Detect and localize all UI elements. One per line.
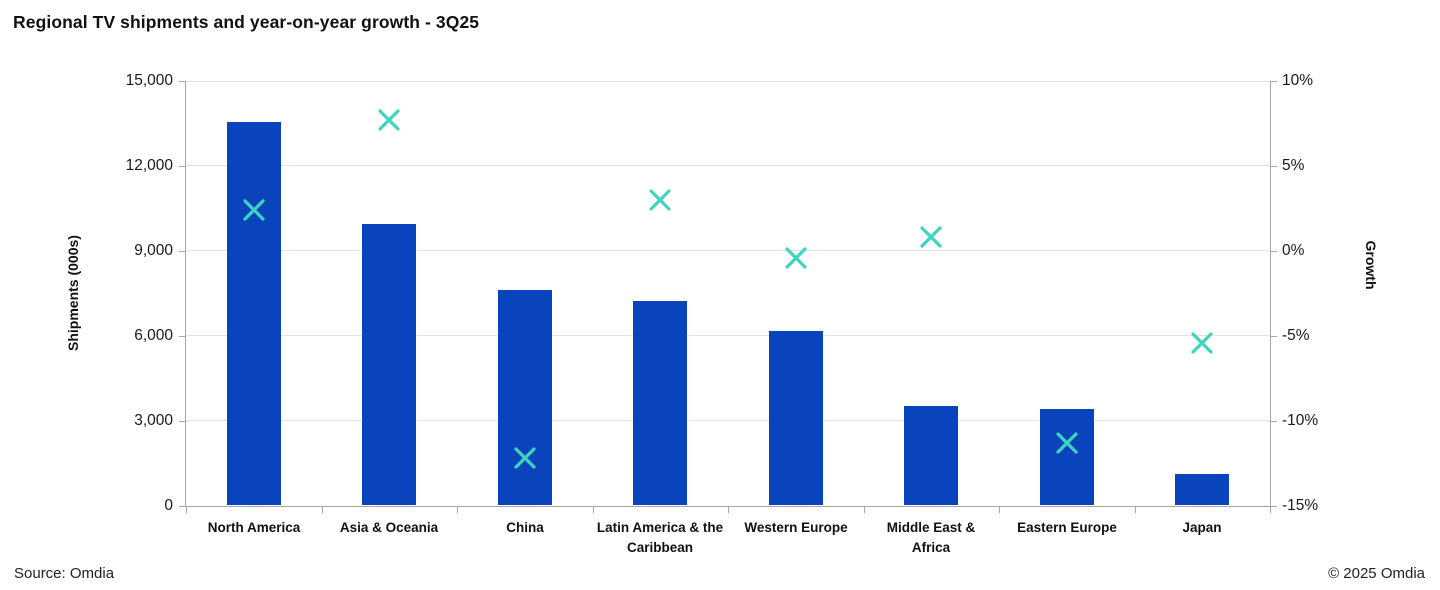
category-label-japan: Japan bbox=[1182, 520, 1222, 535]
gridline bbox=[186, 165, 1270, 166]
category-boundary-tick bbox=[593, 507, 594, 513]
right-axis-tick bbox=[1270, 166, 1277, 167]
right-axis-tick-label: 10% bbox=[1282, 72, 1314, 89]
category-label-western-europe: Western Europe bbox=[744, 520, 848, 535]
right-axis-line bbox=[1270, 81, 1271, 507]
right-axis-tick bbox=[1270, 506, 1277, 507]
gridline bbox=[186, 250, 1270, 251]
left-axis-tick-label: 15,000 bbox=[125, 72, 173, 89]
left-axis-tick bbox=[179, 166, 186, 167]
bar-latin-america-the-caribbean bbox=[633, 301, 687, 505]
chart-title: Regional TV shipments and year-on-year g… bbox=[13, 12, 480, 32]
x-marker-icon bbox=[378, 109, 400, 131]
right-axis-tick-label: -10% bbox=[1282, 412, 1319, 429]
bar-north-america bbox=[227, 122, 281, 505]
growth-marker-latin-america-the-caribbean bbox=[647, 187, 673, 213]
x-marker-icon bbox=[1191, 332, 1213, 354]
left-axis-tick bbox=[179, 421, 186, 422]
category-label-asia-oceania: Asia & Oceania bbox=[339, 520, 439, 535]
right-axis-tick bbox=[1270, 81, 1277, 82]
category-boundary-tick bbox=[186, 507, 187, 513]
growth-marker-china bbox=[512, 445, 538, 471]
x-marker-icon bbox=[920, 226, 942, 248]
growth-marker-middle-east-africa bbox=[918, 224, 944, 250]
x-marker-icon bbox=[785, 247, 807, 269]
x-marker-icon bbox=[243, 199, 265, 221]
growth-marker-asia-oceania bbox=[376, 107, 402, 133]
category-boundary-tick bbox=[864, 507, 865, 513]
bar-western-europe bbox=[769, 331, 823, 505]
category-boundary-tick bbox=[999, 507, 1000, 513]
category-boundary-tick bbox=[322, 507, 323, 513]
bar-japan bbox=[1175, 474, 1229, 505]
category-boundary-tick bbox=[1270, 507, 1271, 513]
growth-marker-north-america bbox=[241, 197, 267, 223]
left-axis-tick-label: 0 bbox=[164, 497, 173, 514]
right-axis-tick bbox=[1270, 421, 1277, 422]
left-axis-tick bbox=[179, 336, 186, 337]
growth-marker-japan bbox=[1189, 330, 1215, 356]
category-boundary-tick bbox=[1135, 507, 1136, 513]
source-note: Source: Omdia bbox=[14, 565, 115, 582]
right-axis-tick-label: 0% bbox=[1282, 242, 1305, 259]
x-marker-icon bbox=[649, 189, 671, 211]
right-axis-tick-label: -5% bbox=[1282, 327, 1310, 344]
bar-asia-oceania bbox=[362, 224, 416, 505]
category-label-china: China bbox=[506, 520, 544, 535]
left-axis-title: Shipments (000s) bbox=[65, 235, 81, 351]
category-label-eastern-europe: Eastern Europe bbox=[1017, 520, 1117, 535]
right-axis-tick bbox=[1270, 251, 1277, 252]
category-boundary-tick bbox=[728, 507, 729, 513]
category-label-middle-east-africa: Middle East & Africa bbox=[886, 520, 976, 556]
bar-eastern-europe bbox=[1040, 409, 1094, 505]
right-axis-tick-label: -15% bbox=[1282, 497, 1319, 514]
right-axis-tick-label: 5% bbox=[1282, 157, 1305, 174]
x-marker-icon bbox=[514, 447, 536, 469]
left-axis-tick-label: 6,000 bbox=[134, 327, 173, 344]
right-axis-tick bbox=[1270, 336, 1277, 337]
gridline bbox=[186, 81, 1270, 82]
left-axis-tick-label: 9,000 bbox=[134, 242, 173, 259]
left-axis-tick bbox=[179, 251, 186, 252]
copyright-note: © 2025 Omdia bbox=[1328, 565, 1425, 582]
bar-middle-east-africa bbox=[904, 406, 958, 505]
left-axis-tick-label: 3,000 bbox=[134, 412, 173, 429]
category-label-latin-america-the-caribbean: Latin America & the Caribbean bbox=[596, 520, 724, 556]
category-boundary-tick bbox=[457, 507, 458, 513]
bar-china bbox=[498, 290, 552, 505]
left-axis-tick bbox=[179, 81, 186, 82]
left-axis-line bbox=[185, 81, 186, 507]
growth-marker-western-europe bbox=[783, 245, 809, 271]
gridline bbox=[186, 335, 1270, 336]
left-axis-tick bbox=[179, 506, 186, 507]
gridline bbox=[186, 420, 1270, 421]
right-axis-title: Growth bbox=[1363, 240, 1379, 290]
x-marker-icon bbox=[1056, 432, 1078, 454]
category-label-north-america: North America bbox=[207, 520, 301, 535]
left-axis-tick-label: 12,000 bbox=[125, 157, 173, 174]
plot-area: 0 -15% 3,000 -10% 6,000 -5% 9,000 0% 12,000 5% 15,… bbox=[126, 72, 1319, 555]
bottom-axis-line bbox=[185, 506, 1271, 507]
growth-marker-eastern-europe bbox=[1054, 430, 1080, 456]
